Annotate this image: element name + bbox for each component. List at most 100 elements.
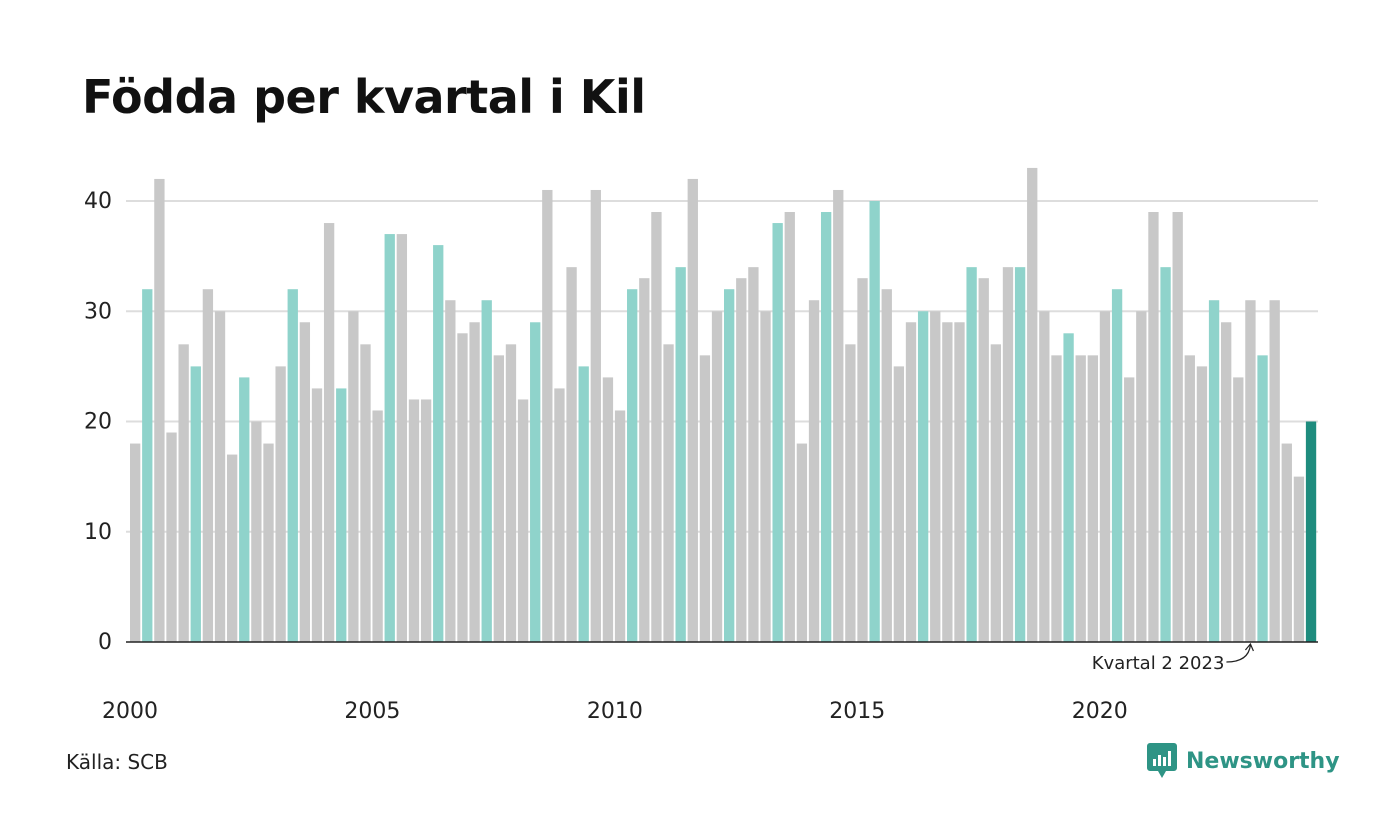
bar <box>190 366 201 643</box>
bar <box>323 223 335 643</box>
bar <box>736 278 747 642</box>
bar <box>1063 333 1074 642</box>
bar <box>954 322 965 642</box>
y-tick-label: 10 <box>84 520 112 545</box>
y-tick-label: 0 <box>98 630 112 655</box>
bar <box>166 432 177 642</box>
bar <box>724 289 735 642</box>
annotation-arrow <box>1226 642 1254 663</box>
bar <box>1002 267 1014 642</box>
bar <box>1014 267 1026 642</box>
bar <box>1160 267 1171 642</box>
latest-quarter-annotation: Kvartal 2 2023 <box>1092 642 1254 674</box>
bar <box>420 399 432 642</box>
bar <box>1111 289 1123 642</box>
bar <box>893 366 905 643</box>
bar <box>142 289 153 642</box>
bar <box>263 443 274 642</box>
bar <box>905 322 917 642</box>
bar <box>554 388 565 642</box>
bar <box>663 344 674 642</box>
bar <box>845 344 856 642</box>
bar <box>881 289 892 642</box>
bar <box>687 178 698 642</box>
bar <box>1221 322 1232 642</box>
bar <box>1208 300 1220 642</box>
bar <box>505 344 517 642</box>
bars <box>130 167 1317 643</box>
bar <box>408 399 420 642</box>
x-tick-label: 2000 <box>102 699 158 724</box>
bar <box>1172 212 1183 642</box>
bar <box>869 201 880 642</box>
bar <box>1245 300 1256 642</box>
y-tick-label: 20 <box>84 410 112 435</box>
bar <box>990 344 1002 642</box>
newsworthy-logo-icon <box>1147 743 1177 778</box>
bar <box>214 311 226 642</box>
bar <box>566 267 577 642</box>
bar <box>1293 476 1305 643</box>
bar <box>372 410 383 643</box>
bar <box>590 189 601 642</box>
bar <box>445 300 456 642</box>
bar <box>433 245 444 642</box>
bar <box>1027 167 1038 642</box>
bar <box>772 223 783 643</box>
x-tick-label: 2010 <box>587 699 643 724</box>
bar <box>820 212 832 642</box>
bar <box>784 212 795 642</box>
y-axis-ticks: 0 10 20 30 40 <box>84 189 112 655</box>
x-tick-label: 2005 <box>344 699 400 724</box>
bar <box>1051 355 1062 642</box>
bar <box>1269 300 1280 642</box>
bar <box>384 234 395 642</box>
bar <box>1233 377 1244 642</box>
chart-title: Födda per kvartal i Kil <box>82 70 646 124</box>
bar <box>966 267 977 642</box>
bar <box>627 289 638 642</box>
bar <box>1305 421 1317 642</box>
bar <box>1281 443 1292 642</box>
bar <box>796 443 808 642</box>
bar <box>178 344 189 642</box>
brand-logo: Newsworthy <box>1147 743 1340 779</box>
bar <box>530 322 541 642</box>
bar <box>239 377 250 642</box>
bar <box>348 311 359 642</box>
bar <box>1039 311 1050 642</box>
bar <box>299 322 311 642</box>
bar <box>930 311 941 642</box>
bar <box>1196 366 1208 643</box>
bar <box>651 212 662 642</box>
bar <box>336 388 347 642</box>
bar <box>469 322 480 642</box>
bar <box>130 443 141 642</box>
y-tick-label: 30 <box>84 299 112 324</box>
bar <box>1184 355 1195 642</box>
bar <box>493 355 504 642</box>
bar <box>748 267 759 642</box>
bar <box>396 234 408 642</box>
bar <box>1136 311 1147 642</box>
bar <box>1075 355 1086 642</box>
bar <box>1257 355 1268 642</box>
x-tick-label: 2020 <box>1072 699 1128 724</box>
bar-chart: 0 10 20 30 40 2000 2005 2010 2015 2020 Kvartal 2… <box>84 167 1318 724</box>
bar <box>481 300 492 642</box>
bar <box>360 344 371 642</box>
x-axis-ticks: 2000 2005 2010 2015 2020 <box>102 699 1128 724</box>
bar <box>154 178 165 642</box>
bar <box>833 189 844 642</box>
bar <box>226 454 238 642</box>
bar <box>711 311 723 642</box>
bar <box>1148 212 1159 642</box>
brand-name: Newsworthy <box>1186 748 1340 774</box>
bar <box>251 421 262 642</box>
bar <box>602 377 614 642</box>
bar <box>614 410 626 643</box>
source-note: Källa: SCB <box>66 750 168 774</box>
bar <box>857 278 868 642</box>
bar <box>1099 311 1111 642</box>
bar <box>942 322 953 642</box>
